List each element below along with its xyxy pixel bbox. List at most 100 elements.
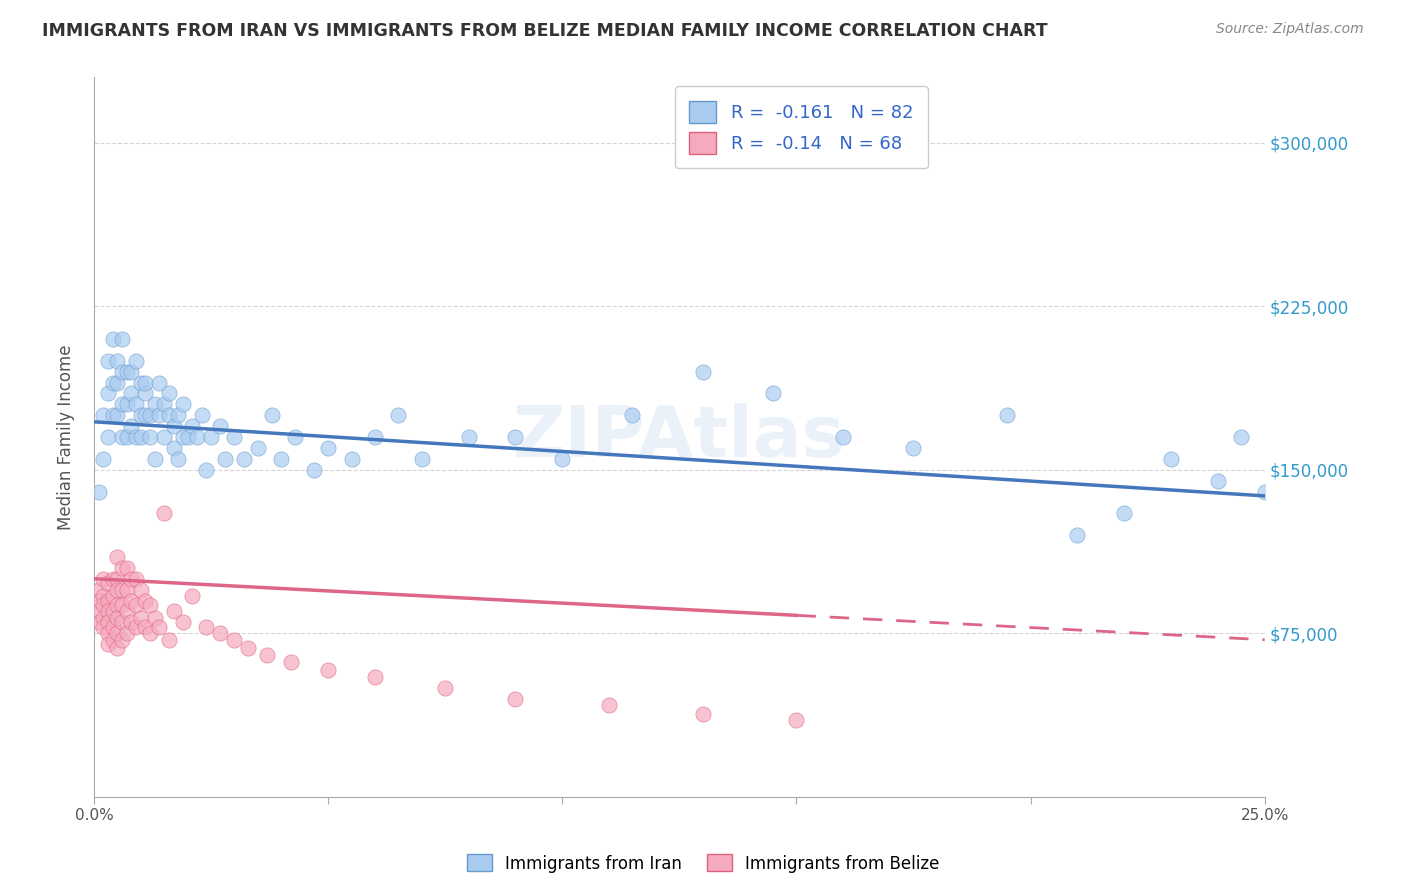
Point [340, 451, 363, 466]
Point [87, 615, 110, 630]
Point [125, 353, 148, 368]
Point [97, 386, 120, 401]
Point [621, 409, 644, 423]
Point [411, 451, 433, 466]
Point [387, 409, 409, 423]
Point [232, 451, 254, 466]
Point [97, 576, 120, 591]
Point [111, 582, 134, 597]
Point [148, 409, 170, 423]
Point [167, 451, 190, 466]
Point [260, 409, 283, 423]
Point [101, 604, 124, 618]
Point [186, 430, 208, 444]
Point [148, 376, 170, 390]
Point [1206, 474, 1229, 488]
Point [120, 386, 142, 401]
Point [105, 611, 128, 625]
Point [1254, 484, 1277, 499]
Point [105, 376, 128, 390]
Point [129, 376, 152, 390]
Point [115, 626, 138, 640]
Point [832, 430, 855, 444]
Point [434, 681, 457, 695]
Point [111, 365, 134, 379]
Point [111, 332, 134, 346]
Point [101, 632, 124, 647]
Point [1066, 528, 1088, 542]
Point [97, 637, 120, 651]
Point [302, 463, 325, 477]
Point [157, 386, 180, 401]
Point [209, 626, 232, 640]
Point [87, 604, 110, 618]
Point [143, 611, 166, 625]
Point [457, 430, 479, 444]
Point [115, 430, 138, 444]
Point [101, 376, 124, 390]
Point [598, 698, 620, 713]
Point [105, 582, 128, 597]
Point [172, 397, 194, 411]
Point [97, 626, 120, 640]
Point [224, 632, 246, 647]
Point [316, 441, 339, 455]
Point [224, 430, 246, 444]
Point [153, 506, 176, 520]
Point [256, 648, 278, 662]
Point [153, 397, 176, 411]
Point [125, 598, 148, 612]
Point [111, 598, 134, 612]
Point [280, 655, 302, 669]
Point [105, 549, 128, 564]
Point [134, 593, 156, 607]
Point [125, 572, 148, 586]
Point [139, 430, 162, 444]
Point [105, 641, 128, 656]
Y-axis label: Median Family Income: Median Family Income [58, 344, 75, 530]
Point [995, 409, 1018, 423]
Point [190, 409, 212, 423]
Point [551, 451, 574, 466]
Point [692, 365, 714, 379]
Point [134, 386, 156, 401]
Point [111, 632, 134, 647]
Point [270, 451, 292, 466]
Point [91, 572, 114, 586]
Point [246, 441, 269, 455]
Point [364, 670, 387, 684]
Point [195, 463, 218, 477]
Point [101, 332, 124, 346]
Point [87, 582, 110, 597]
Point [105, 353, 128, 368]
Text: ZIPAtlas: ZIPAtlas [513, 402, 845, 472]
Point [91, 409, 114, 423]
Point [153, 430, 176, 444]
Point [143, 397, 166, 411]
Point [162, 441, 184, 455]
Point [105, 572, 128, 586]
Point [200, 430, 222, 444]
Point [209, 419, 232, 434]
Point [111, 397, 134, 411]
Point [162, 419, 184, 434]
Point [364, 430, 387, 444]
Point [115, 561, 138, 575]
Point [97, 353, 120, 368]
Point [505, 430, 527, 444]
Point [97, 615, 120, 630]
Point [129, 430, 152, 444]
Point [97, 430, 120, 444]
Point [115, 604, 138, 618]
Legend: R =  -0.161   N = 82, R =  -0.14   N = 68: R = -0.161 N = 82, R = -0.14 N = 68 [675, 87, 928, 169]
Point [101, 409, 124, 423]
Point [134, 376, 156, 390]
Point [762, 386, 785, 401]
Point [87, 593, 110, 607]
Point [115, 582, 138, 597]
Point [111, 561, 134, 575]
Point [903, 441, 925, 455]
Point [181, 419, 204, 434]
Point [91, 451, 114, 466]
Point [167, 409, 190, 423]
